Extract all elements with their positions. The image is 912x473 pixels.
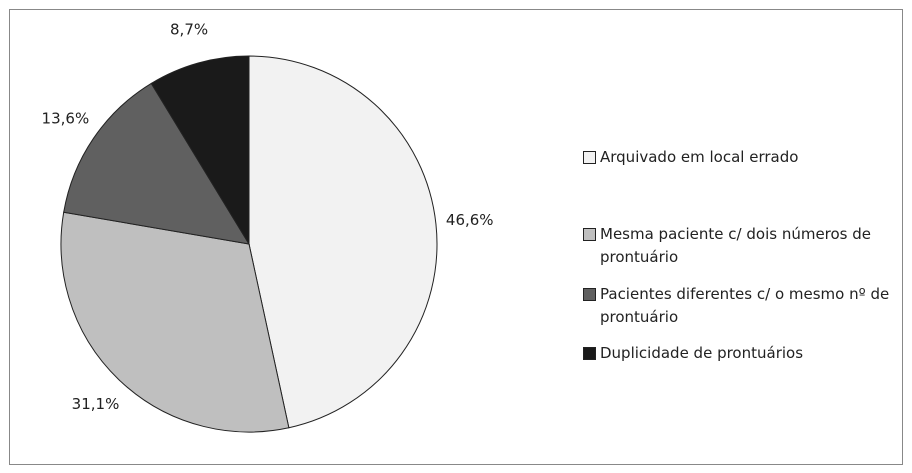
data-label: 8,7% bbox=[170, 21, 208, 39]
legend-swatch bbox=[583, 228, 596, 241]
legend-swatch bbox=[583, 151, 596, 164]
pie-slice bbox=[248, 55, 438, 429]
pie-slice bbox=[60, 211, 290, 433]
legend-item: Mesma paciente c/ dois números de prontu… bbox=[583, 223, 898, 269]
legend-label: Arquivado em local errado bbox=[600, 148, 799, 166]
legend-item: Pacientes diferentes c/ o mesmo nº de pr… bbox=[583, 283, 898, 329]
legend-label: Duplicidade de prontuários bbox=[600, 344, 804, 362]
pie-slice bbox=[63, 82, 250, 245]
data-label: 13,6% bbox=[42, 110, 90, 128]
legend-label: Pacientes diferentes c/ o mesmo nº de pr… bbox=[600, 285, 890, 326]
pie-slice bbox=[150, 55, 250, 246]
legend-swatch bbox=[583, 347, 596, 360]
legend-swatch bbox=[583, 288, 596, 301]
legend-label: Mesma paciente c/ dois números de prontu… bbox=[600, 225, 872, 266]
legend-item: Arquivado em local errado bbox=[583, 146, 898, 169]
legend-item: Duplicidade de prontuários bbox=[583, 342, 898, 365]
data-label: 31,1% bbox=[72, 395, 120, 413]
data-label: 46,6% bbox=[446, 211, 494, 229]
